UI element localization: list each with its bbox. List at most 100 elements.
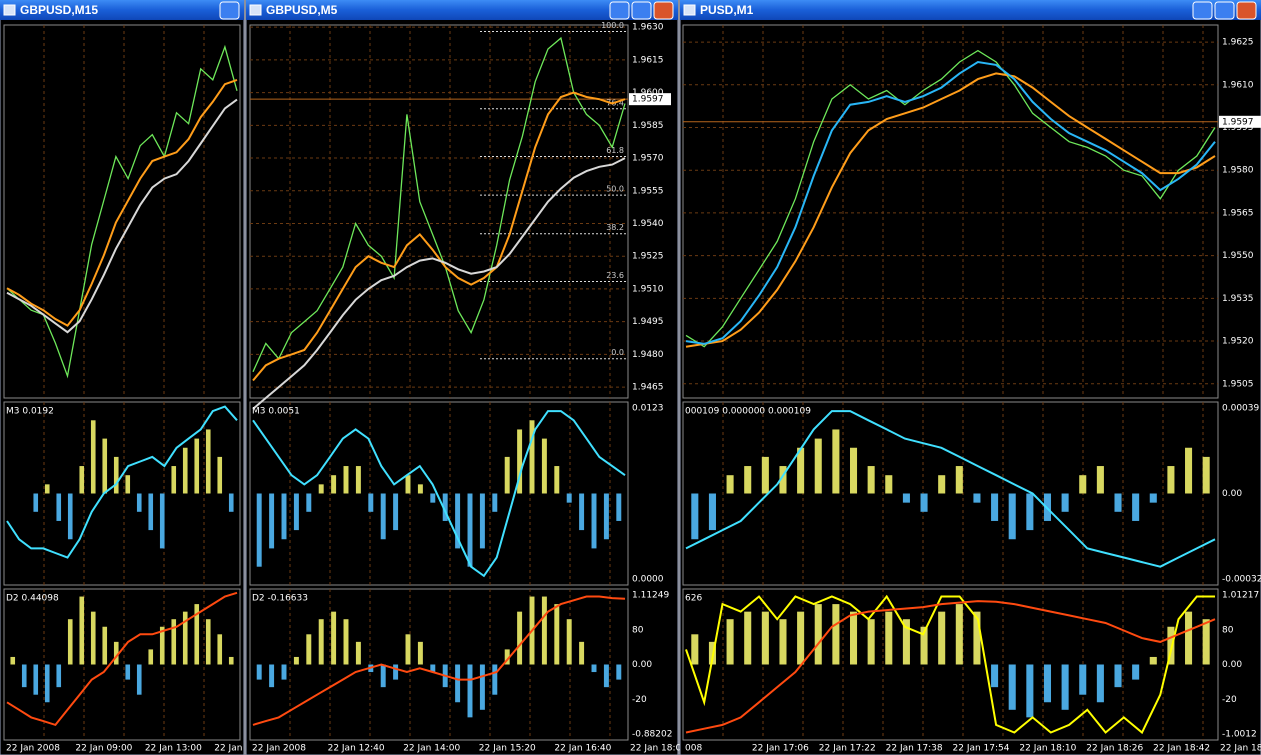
histogram-bar: [1185, 611, 1193, 665]
histogram-bar: [761, 456, 769, 494]
histogram-bar: [1132, 664, 1140, 680]
price-label: 1.9480: [632, 350, 664, 360]
histogram-bar: [1149, 656, 1157, 665]
title-bar: [246, 0, 678, 20]
time-label: 008: [685, 744, 702, 754]
minimize-button[interactable]: [609, 1, 630, 20]
histogram-bar: [541, 438, 547, 494]
time-label: 22 Jan 18:10: [1019, 744, 1076, 754]
histogram-bar: [90, 611, 96, 665]
histogram-bar: [380, 664, 386, 688]
histogram-bar: [920, 626, 928, 665]
histogram-bar: [779, 619, 787, 665]
chart-window: GBPUSD,M5 1.9630 1.9615 1.9600 1.9585 1.9570 1…: [245, 0, 687, 755]
histogram-bar: [393, 493, 399, 531]
histogram-bar: [417, 641, 423, 665]
maximize-button[interactable]: [631, 1, 652, 20]
histogram-bar: [579, 493, 585, 531]
pane-border: [3, 588, 241, 741]
last-price-label: 1.9597: [1222, 117, 1254, 127]
pane-border: [249, 24, 629, 399]
last-price-box: [1219, 115, 1261, 128]
indicator-label: M3 0.0192: [6, 407, 54, 417]
price-label: 1.9505: [1222, 379, 1254, 389]
histogram-bar: [744, 611, 752, 665]
histogram-bar: [228, 493, 234, 512]
histogram-bar: [938, 475, 946, 494]
histogram-bar: [726, 475, 734, 494]
histogram-bar: [1061, 493, 1069, 512]
histogram-bar: [293, 493, 299, 531]
window-title: GBPUSD,M15: [20, 3, 98, 17]
price-label: 1.9520: [1222, 337, 1254, 347]
histogram-bar: [616, 664, 622, 680]
series-line: [6, 44, 238, 379]
time-label: 22 Jan 2008: [252, 744, 306, 754]
histogram-bar: [33, 493, 39, 512]
histogram-bar: [955, 466, 963, 494]
histogram-bar: [159, 626, 165, 665]
histogram-bar: [504, 456, 510, 494]
histogram-bar: [1114, 493, 1122, 512]
histogram-bar: [1167, 466, 1175, 494]
histogram-bar: [417, 484, 423, 494]
histogram-bar: [205, 429, 211, 494]
histogram-bar: [1096, 664, 1104, 703]
price-label: 1.9565: [1222, 208, 1254, 218]
histogram-bar: [269, 664, 275, 688]
histogram-bar: [479, 664, 485, 710]
series-line: [685, 72, 1216, 348]
price-label: 1.9585: [632, 121, 664, 131]
indicator-axis-label: 0.00039: [1222, 404, 1259, 414]
histogram-bar: [832, 429, 840, 494]
histogram-bar: [973, 493, 981, 503]
histogram-bar: [102, 626, 108, 665]
indicator-label: D2 0.44098: [6, 594, 59, 604]
histogram-bar: [56, 664, 62, 688]
title-bar: [680, 0, 1261, 20]
histogram-bar: [1026, 493, 1034, 531]
histogram-bar: [902, 493, 910, 503]
histogram-bar: [148, 649, 154, 665]
histogram-bar: [1079, 664, 1087, 695]
histogram-bar: [797, 447, 805, 494]
histogram-bar: [1202, 619, 1210, 665]
close-button[interactable]: [653, 1, 674, 20]
histogram-bar: [256, 664, 262, 680]
minimize-button[interactable]: [219, 1, 240, 20]
series-line: [252, 595, 626, 726]
maximize-button[interactable]: [1214, 1, 1235, 20]
histogram-bar: [761, 611, 769, 665]
indicator-axis-label: 1.11249: [632, 591, 669, 601]
price-label: 1.9595: [1222, 123, 1254, 133]
time-label: 22 Jan 15:20: [479, 744, 536, 754]
histogram-bar: [455, 664, 461, 703]
pane-border: [3, 24, 241, 399]
series-line: [252, 91, 626, 382]
histogram-bar: [331, 611, 337, 665]
histogram-bar: [779, 466, 787, 494]
histogram-bar: [744, 466, 752, 494]
histogram-bar: [318, 484, 324, 494]
fib-label: 23.6: [606, 271, 624, 280]
histogram-bar: [832, 604, 840, 665]
histogram-bar: [455, 493, 461, 549]
time-label: 22 Jan 12:40: [328, 744, 385, 754]
minimize-button[interactable]: [1192, 1, 1213, 20]
histogram-bar: [579, 641, 585, 665]
series-line: [252, 36, 626, 373]
histogram-bar: [79, 466, 85, 494]
window-title: PUSD,M1: [700, 3, 754, 17]
indicator-axis-label: -20: [1222, 695, 1237, 705]
chart-window: GBPUSD,M15 M3 0.0192 D2 0.44098 22 Jan 2008…: [0, 0, 266, 755]
histogram-bar: [293, 656, 299, 665]
histogram-bar: [306, 634, 312, 665]
histogram-bar: [1132, 493, 1140, 521]
close-button[interactable]: [1236, 1, 1257, 20]
histogram-bar: [368, 493, 374, 512]
histogram-bar: [467, 493, 473, 567]
time-label: 22 Jan 14:00: [403, 744, 460, 754]
series-line: [252, 157, 626, 410]
histogram-bar: [591, 664, 597, 673]
